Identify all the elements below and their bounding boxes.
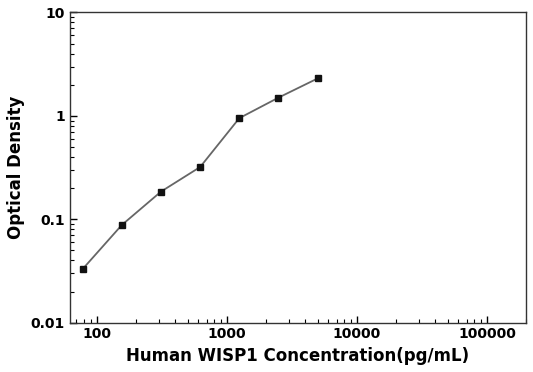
X-axis label: Human WISP1 Concentration(pg/mL): Human WISP1 Concentration(pg/mL)	[126, 347, 470, 365]
Y-axis label: Optical Density: Optical Density	[7, 96, 25, 239]
